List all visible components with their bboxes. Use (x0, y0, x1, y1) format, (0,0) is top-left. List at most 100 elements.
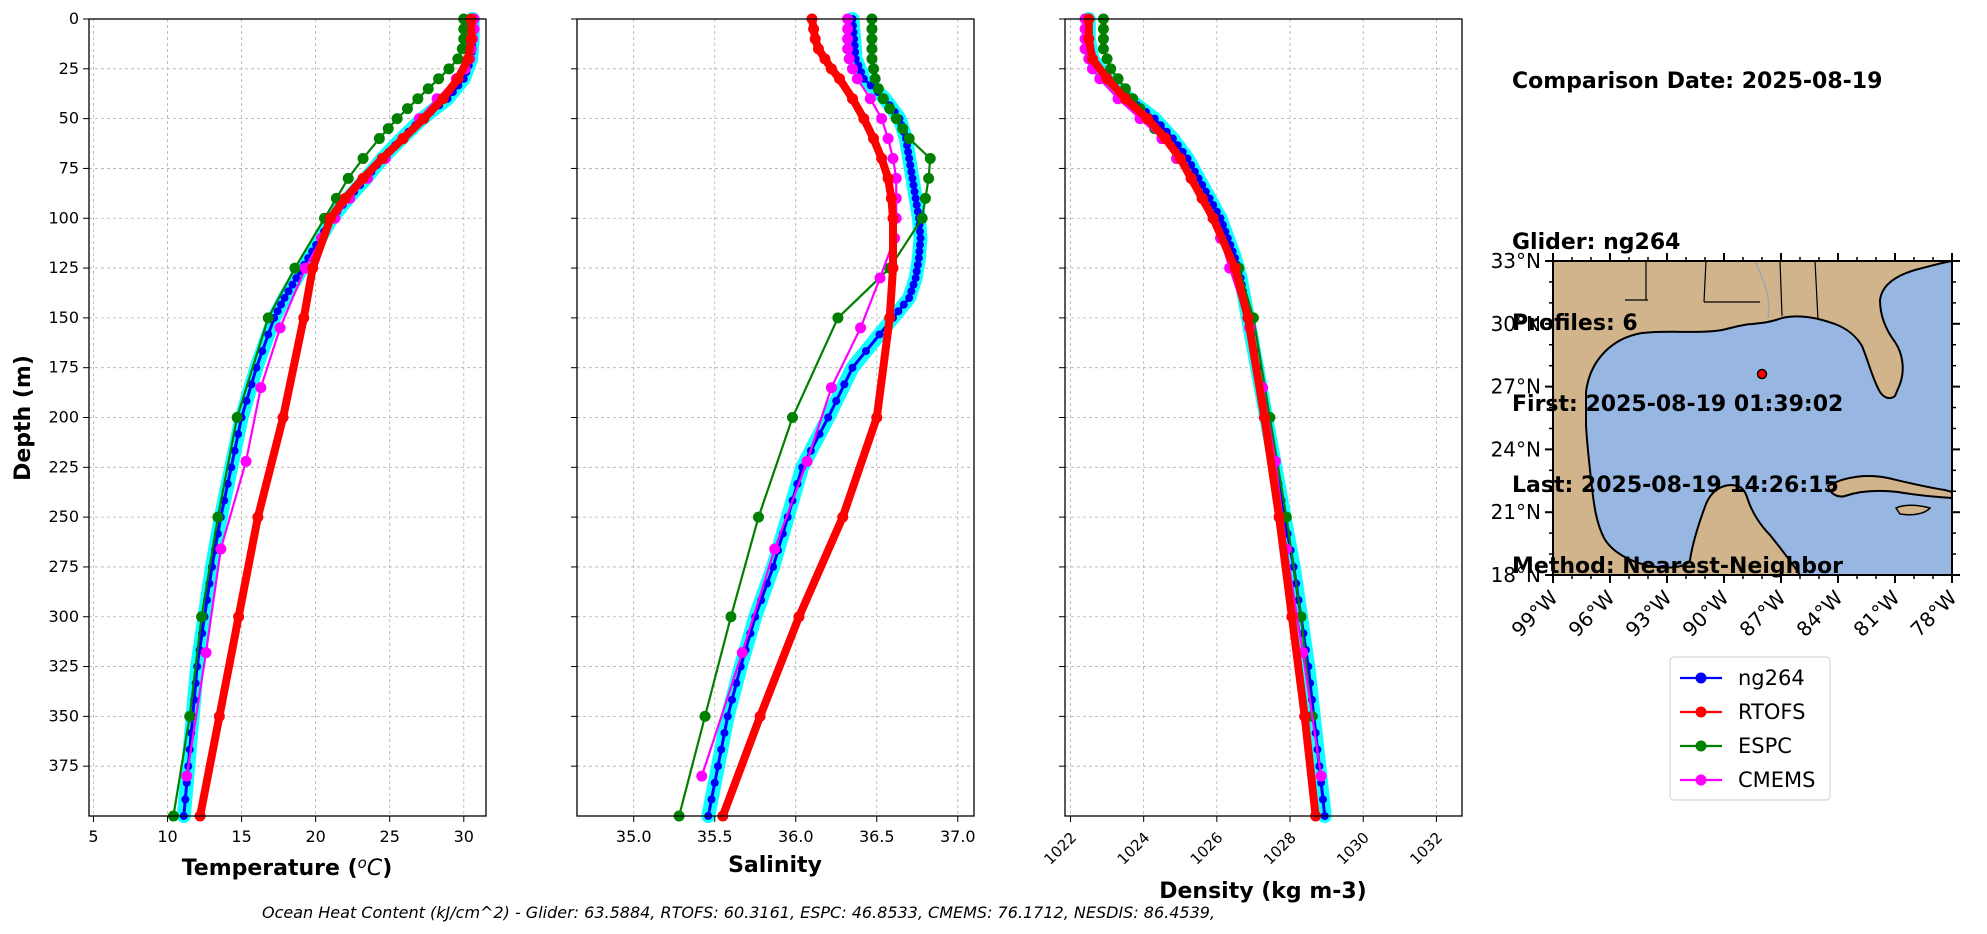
x-tick-label: 37.0 (940, 827, 976, 846)
rtofs-point (1174, 152, 1186, 164)
salinity-x-ticks: 35.0 35.5 36.0 36.5 37.0 (616, 816, 976, 846)
espc-point (1105, 63, 1117, 75)
ng264-point (273, 307, 282, 316)
rtofs-point (452, 73, 464, 85)
rtofs-point (1196, 192, 1208, 204)
x-tick-label: 1030 (1333, 829, 1373, 869)
espc-point (903, 133, 915, 145)
espc-point (869, 73, 881, 85)
legend-entries: ng264 RTOFS ESPC CMEMS (1680, 666, 1816, 792)
cmems-point (825, 382, 837, 394)
ng264-point (264, 330, 273, 339)
cmems-point (842, 23, 854, 35)
ng264-point (848, 363, 857, 372)
rtofs-point (884, 312, 896, 324)
map-river (1755, 261, 1770, 319)
rtofs-point (324, 212, 336, 224)
cmems-point (851, 73, 863, 85)
legend-label-espc: ESPC (1738, 734, 1792, 758)
rtofs-point (885, 192, 897, 204)
cmems-point (843, 53, 855, 65)
espc-point (231, 412, 243, 423)
legend-marker-espc (1695, 740, 1707, 752)
cmems-point (846, 63, 858, 75)
legend: ng264 RTOFS ESPC CMEMS (1669, 656, 1831, 801)
espc-point (373, 133, 385, 145)
cmems-point (240, 455, 252, 467)
cmems-point (736, 647, 748, 659)
ng264-point (832, 396, 841, 405)
x-tick-label: 1032 (1406, 829, 1446, 869)
x-tick-label: 1028 (1260, 829, 1300, 869)
rtofs-point (418, 113, 430, 125)
rtofs-point (887, 212, 899, 224)
espc-point (897, 123, 909, 135)
rtofs-point (808, 23, 820, 35)
rtofs-point (437, 93, 449, 105)
ng264-point (894, 307, 903, 316)
y-tick-label: 50 (59, 109, 79, 128)
y-tick-label: 0 (69, 9, 79, 28)
y-tick-label: 325 (48, 657, 79, 676)
espc-point (868, 63, 880, 75)
cmems-point (876, 113, 888, 125)
ng264-point (906, 161, 915, 170)
map-lon-label: 78°W (1906, 585, 1962, 641)
legend-label-ng264: ng264 (1738, 666, 1805, 690)
method: Method: Nearest-Neighbor (1512, 554, 1843, 579)
x-tick-label: 1026 (1187, 829, 1227, 869)
espc-point (422, 83, 434, 95)
rtofs-point (812, 43, 824, 55)
cmems-point (274, 322, 286, 334)
ng264-point (907, 287, 916, 296)
temperature-x-label: Temperature (oC) (182, 854, 393, 881)
rtofs-point (376, 152, 388, 164)
comparison-date: Comparison Date: 2025-08-19 (1512, 69, 1883, 94)
ng264-point (915, 247, 924, 256)
depth-y-label: Depth (m) (11, 355, 36, 481)
espc-point (699, 710, 711, 722)
espc-point (458, 23, 470, 35)
rtofs-point (793, 611, 805, 623)
ng264-point (1216, 214, 1225, 223)
espc-point (866, 43, 878, 55)
map-frame (1552, 260, 1953, 576)
rtofs-point (252, 511, 264, 523)
rtofs-point (809, 33, 821, 45)
espc-point (443, 63, 455, 75)
temperature-x-ticks: 5 10 15 20 25 30 (88, 816, 474, 846)
rtofs-point (871, 412, 883, 423)
rtofs-point (754, 710, 766, 722)
cmems-point (887, 152, 899, 164)
rtofs-point (339, 192, 351, 204)
espc-point (196, 611, 208, 623)
info-spacer (1512, 149, 1882, 175)
espc-point (916, 212, 928, 224)
rtofs-point (1299, 710, 1311, 722)
rtofs-point (397, 133, 409, 145)
espc-point (456, 43, 468, 55)
cmems-point (890, 172, 902, 184)
legend-marker-rtofs (1695, 706, 1707, 718)
rtofs-point (1273, 511, 1285, 523)
ng264-point (913, 260, 922, 269)
ng264-point (851, 48, 860, 57)
ng264-point (277, 300, 286, 309)
ng264-point (905, 293, 914, 302)
rtofs-point (887, 262, 899, 274)
ng264-point (824, 413, 833, 422)
cmems-point (215, 543, 227, 555)
ng264-point (258, 347, 267, 356)
rtofs-point (1207, 212, 1219, 224)
ng264-point (861, 347, 870, 356)
ng264-point (723, 712, 732, 721)
map-lat-label: 24°N (1491, 437, 1541, 461)
espc-point (357, 152, 369, 164)
salinity-panel: 35.0 35.5 36.0 36.5 37.0 Salinity (571, 12, 976, 878)
legend-marker-ng264 (1695, 672, 1707, 684)
espc-point (884, 103, 896, 115)
ng264-point (227, 463, 236, 472)
legend-label-cmems: CMEMS (1738, 768, 1816, 792)
espc-point (412, 93, 424, 105)
y-tick-label: 175 (48, 358, 79, 377)
